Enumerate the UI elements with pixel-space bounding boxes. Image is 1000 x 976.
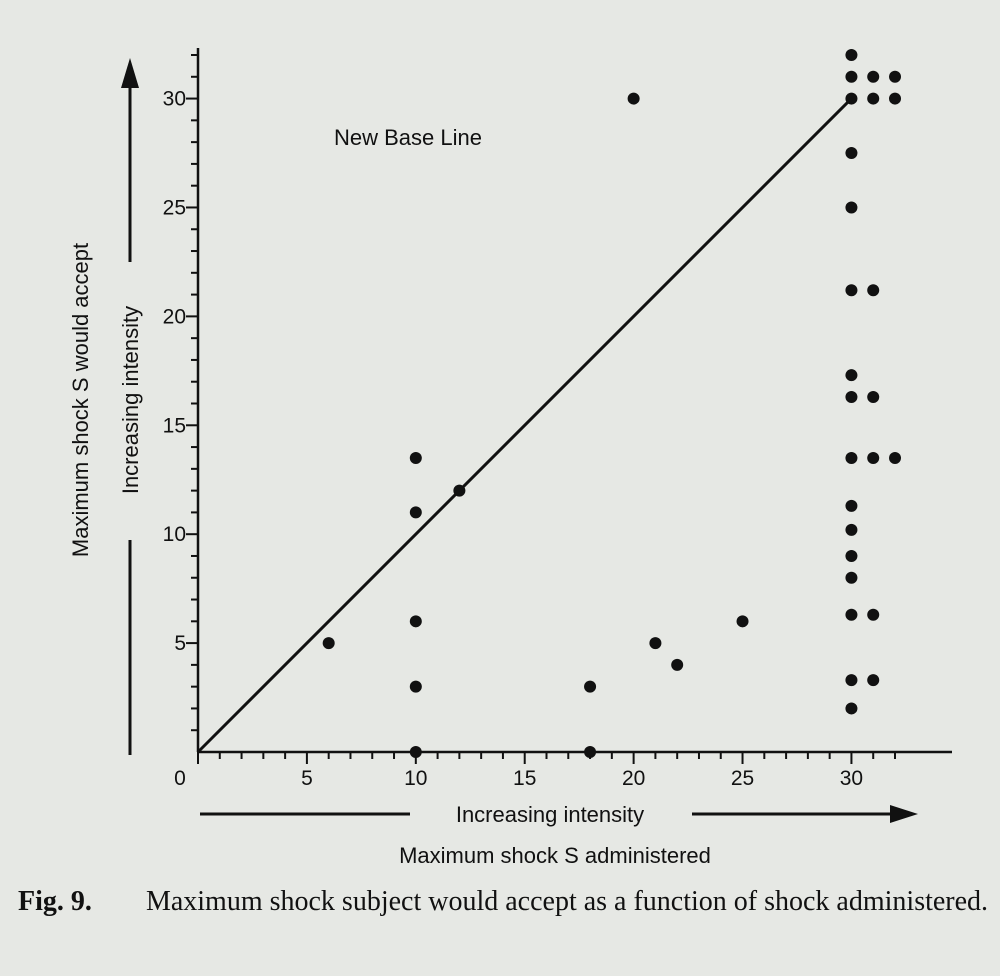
data-point bbox=[409, 746, 422, 758]
data-point bbox=[649, 637, 662, 650]
data-point bbox=[845, 608, 858, 621]
data-point bbox=[845, 201, 858, 214]
data-point bbox=[845, 549, 858, 562]
y-tick-label: 25 bbox=[163, 196, 186, 219]
data-point bbox=[889, 70, 901, 83]
data-point bbox=[845, 702, 858, 715]
x-axis-label-top: Increasing intensity bbox=[456, 802, 644, 827]
y-axis-label-outer: Maximum shock S would accept bbox=[68, 243, 93, 557]
x-arrow-head bbox=[890, 805, 918, 823]
x-tick-label: 15 bbox=[513, 767, 536, 790]
y-tick-label: 5 bbox=[174, 632, 186, 655]
data-point bbox=[627, 92, 640, 105]
data-point bbox=[845, 92, 858, 105]
new-base-line bbox=[196, 97, 853, 754]
data-point bbox=[845, 674, 858, 687]
y-axis-label-inner: Increasing intensity bbox=[118, 306, 143, 494]
data-points bbox=[322, 49, 901, 758]
data-point bbox=[889, 92, 901, 105]
data-point bbox=[322, 637, 335, 650]
data-point bbox=[845, 70, 858, 83]
data-point bbox=[867, 674, 880, 687]
axes bbox=[196, 48, 952, 754]
data-point bbox=[584, 680, 597, 693]
data-point bbox=[889, 451, 901, 464]
data-point bbox=[845, 571, 858, 584]
data-point bbox=[867, 92, 880, 105]
x-axis-label-bottom: Maximum shock S administered bbox=[399, 843, 711, 868]
data-point bbox=[409, 680, 422, 693]
data-point bbox=[845, 49, 858, 61]
data-point bbox=[736, 615, 749, 628]
scatter-chart: 0 5 10 15 20 25 30 5 10 15 20 25 30 New Base Line In… bbox=[68, 48, 952, 868]
y-tick-label: 10 bbox=[163, 523, 186, 546]
data-point bbox=[867, 608, 880, 621]
data-point bbox=[409, 615, 422, 628]
data-point bbox=[845, 369, 858, 382]
x-tick-label: 5 bbox=[301, 767, 313, 790]
data-point bbox=[867, 284, 880, 297]
data-point bbox=[409, 451, 422, 464]
data-point bbox=[584, 746, 597, 758]
y-tick-label: 15 bbox=[163, 414, 186, 437]
data-point bbox=[409, 506, 422, 519]
x-tick-label: 30 bbox=[840, 767, 863, 790]
tick-labels: 0 5 10 15 20 25 30 5 10 15 20 25 30 bbox=[163, 88, 863, 790]
x-tick-label: 25 bbox=[731, 767, 754, 790]
axis-labels: Increasing intensity Maximum shock S admi… bbox=[68, 58, 918, 868]
x-tick-label: 0 bbox=[174, 767, 186, 790]
data-point bbox=[671, 658, 684, 671]
caption-label: Fig. 9. bbox=[18, 886, 92, 917]
data-point bbox=[845, 451, 858, 464]
data-point bbox=[453, 484, 466, 497]
data-point bbox=[845, 284, 858, 297]
y-tick-label: 30 bbox=[163, 88, 186, 111]
data-point bbox=[845, 147, 858, 160]
data-point bbox=[845, 523, 858, 536]
data-point bbox=[845, 390, 858, 403]
x-tick-label: 10 bbox=[404, 767, 427, 790]
baseline-annotation: New Base Line bbox=[334, 125, 482, 150]
y-arrow-head bbox=[121, 58, 139, 88]
x-tick-label: 20 bbox=[622, 767, 645, 790]
y-tick-label: 20 bbox=[163, 305, 186, 328]
data-point bbox=[867, 451, 880, 464]
data-point bbox=[845, 499, 858, 512]
caption-text: Maximum shock subject would accept as a … bbox=[145, 886, 989, 917]
baseline-layer: New Base Line bbox=[196, 97, 853, 754]
data-point bbox=[867, 70, 880, 83]
data-point bbox=[867, 390, 880, 403]
